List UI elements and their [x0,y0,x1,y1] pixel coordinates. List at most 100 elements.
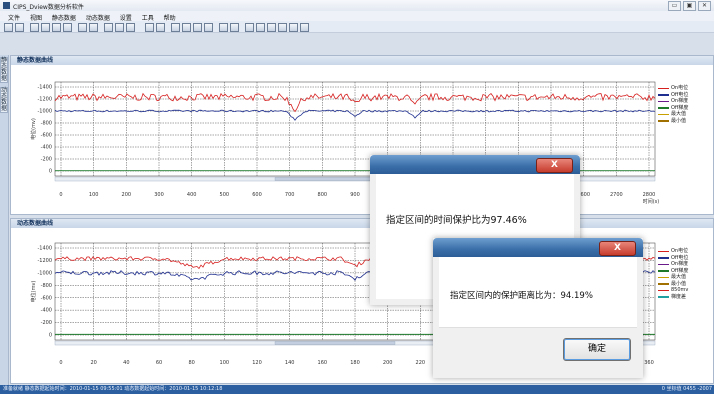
toolbar-chart2-icon[interactable] [300,23,309,32]
dialog-footer: 确定 [439,327,637,372]
legend-label: Off电位 [671,91,689,98]
toolbar-pan2-icon[interactable] [193,23,202,32]
legend-label: 梯度差 [671,293,687,300]
toolbar-grid2-icon[interactable] [289,23,298,32]
status-bar: 准备就绪 静态数据起始时间：2010-01-15 09:55:01 动态数据起始… [0,385,714,394]
toolbar-pan-icon[interactable] [52,23,61,32]
legend-item: 梯度差 [658,294,688,301]
static-panel-title: 静态数据曲线 [11,56,713,65]
ok-button[interactable]: 确定 [563,338,631,361]
legend-swatch [658,87,669,89]
legend-item: Off梯度 [658,105,688,112]
dynamic-legend: On电位 Off电位 On梯度 Off梯度 最大值 最小值 850mv 梯度差 [658,248,688,300]
legend-item: Off电位 [658,255,688,262]
toolbar-range-icon[interactable] [78,23,87,32]
static-legend: On电位 Off电位 On梯度 Off梯度 最大值 最小值 [658,85,688,124]
legend-swatch [658,296,669,298]
legend-label: On电位 [671,85,689,91]
app-icon [3,2,10,9]
legend-item: 最大值 [658,274,688,281]
toolbar-open-icon[interactable] [4,23,13,32]
toolbar-report-icon[interactable] [267,23,276,32]
legend-item: 最小值 [658,281,688,288]
toolbar-zoom-out2-icon[interactable] [182,23,191,32]
legend-label: On电位 [671,248,689,254]
legend-swatch [658,270,669,272]
legend-label: Off梯度 [671,267,689,274]
window-title: CIPS_Dview数据分析软件 [13,4,84,11]
toolbar-chart-icon[interactable] [126,23,135,32]
legend-swatch [658,257,669,259]
toolbar-select-icon[interactable] [63,23,72,32]
legend-label: On梯度 [671,98,689,104]
distance-ratio-message: 指定区间内的保护距离比为：94.19% [450,291,593,301]
close-window-button[interactable]: ✕ [698,1,711,11]
window-controls: ▭ ▣ ✕ [668,1,711,11]
legend-label: 最大值 [671,111,687,117]
toolbar-select2-icon[interactable] [204,23,213,32]
tab-dynamic-data[interactable]: 动态数据 [0,87,8,113]
toolbar-save2-icon[interactable] [156,23,165,32]
close-icon[interactable]: X [536,158,573,173]
status-coordinates: 0 坐标值 0455 -2007 [661,386,712,392]
legend-item: On梯度 [658,98,688,105]
legend-swatch [658,263,669,265]
legend-swatch [658,250,669,252]
toolbar-stat-icon[interactable] [89,23,98,32]
legend-swatch [658,100,669,102]
legend-label: Off电位 [671,254,689,261]
toolbar-range2-icon[interactable] [219,23,228,32]
legend-swatch [658,107,669,109]
dialog-title-bar: X [433,238,643,257]
legend-label: On梯度 [671,261,689,267]
legend-swatch [658,283,669,285]
status-text: 准备就绪 静态数据起始时间：2010-01-15 09:55:01 动态数据起始… [3,386,223,392]
legend-swatch [658,113,669,115]
toolbar-zoom-out-icon[interactable] [41,23,50,32]
legend-swatch [658,120,669,122]
legend-label: Off梯度 [671,104,689,111]
toolbar-export-icon[interactable] [245,23,254,32]
legend-label: 最小值 [671,117,687,124]
legend-label: 850mv [671,287,689,293]
time-ratio-message: 指定区间的时间保护比为97.46% [386,215,527,226]
legend-item: On梯度 [658,261,688,268]
toolbar-print-icon[interactable] [256,23,265,32]
toolbar [0,21,714,33]
static-curve-panel: 静态数据曲线 [10,55,714,215]
legend-swatch [658,94,669,96]
legend-swatch [658,276,669,278]
side-tab-strip: 静态数据 动态数据 [0,55,9,385]
toolbar-table-icon[interactable] [104,23,113,32]
minimize-button[interactable]: ▭ [668,1,681,11]
toolbar-zoom-in-icon[interactable] [30,23,39,32]
menu-tools[interactable]: 工具 [141,15,154,22]
legend-label: 最小值 [671,280,687,287]
menu-static-data[interactable]: 静态数据 [51,15,76,22]
menu-dynamic-data[interactable]: 动态数据 [85,15,110,22]
toolbar-save-icon[interactable] [15,23,24,32]
legend-label: 最大值 [671,274,687,280]
time-ratio-dialog: X 指定区间的时间保护比为97.46% [370,155,580,305]
menu-help[interactable]: 帮助 [163,15,176,22]
toolbar-table2-icon[interactable] [278,23,287,32]
dynamic-panel-title: 动态数据曲线 [11,219,713,228]
toolbar-grid-icon[interactable] [115,23,124,32]
legend-item: On电位 [658,248,688,255]
tab-static-data[interactable]: 静态数据 [0,57,8,83]
legend-item: 最小值 [658,118,688,125]
legend-item: 850mv [658,287,688,294]
legend-item: Off电位 [658,92,688,99]
toolbar-stat2-icon[interactable] [230,23,239,32]
toolbar-open2-icon[interactable] [145,23,154,32]
legend-item: 最大值 [658,111,688,118]
menu-file[interactable]: 文件 [8,15,21,22]
menu-settings[interactable]: 设置 [119,15,132,22]
menu-view[interactable]: 视图 [29,15,42,22]
legend-item: Off梯度 [658,268,688,275]
legend-swatch [658,289,669,291]
toolbar-zoom-in2-icon[interactable] [171,23,180,32]
legend-item: On电位 [658,85,688,92]
restore-button[interactable]: ▣ [683,1,696,11]
close-icon[interactable]: X [599,241,636,256]
